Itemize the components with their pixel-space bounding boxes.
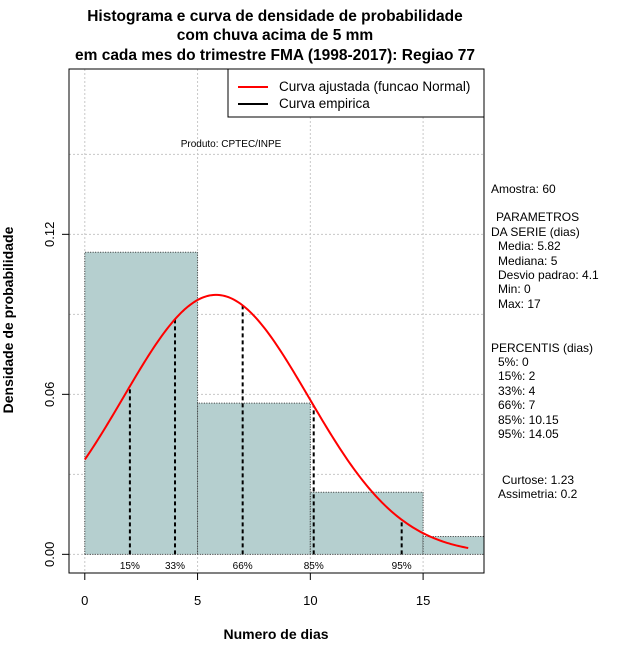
- legend-label-empirical: Curva empirica: [279, 96, 370, 111]
- x-tick-label-3: 15: [416, 593, 430, 608]
- histogram-bar-0: [84, 252, 198, 555]
- percentil-15: 15%: 2: [498, 369, 536, 383]
- histogram-bar-2: [310, 492, 424, 555]
- x-axis-title: Numero de dias: [223, 626, 328, 642]
- normal-curve-layer: [83, 293, 469, 550]
- percentile-label-95%: 95%: [392, 561, 412, 572]
- param-min: Min: 0: [498, 282, 531, 296]
- percentil-95: 95%: 14.05: [498, 427, 559, 441]
- percentile-label-85%: 85%: [304, 561, 324, 572]
- param-desvio: Desvio padrao: 4.1: [498, 268, 599, 282]
- param-media: Media: 5.82: [498, 239, 561, 253]
- percentile-lines: 15% 33% 66% 85% 95%: [84, 305, 484, 572]
- percentil-33: 33%: 4: [498, 384, 536, 398]
- normal-curve: [83, 293, 469, 550]
- chart-title-line-1: Histograma e curva de densidade de proba…: [87, 8, 463, 25]
- legend-box: [227, 68, 485, 118]
- x-tick-label-0: 0: [81, 593, 88, 608]
- curtose: Curtose: 1.23: [502, 473, 574, 487]
- chart-title-line-2: com chuva acima de 5 mm: [177, 27, 373, 44]
- percentil-85: 85%: 10.15: [498, 413, 559, 427]
- percentil-66: 66%: 7: [498, 398, 536, 412]
- x-tick-label-2: 10: [303, 593, 317, 608]
- y-tick-label-0: 0.00: [42, 542, 57, 567]
- y-axis: 0.00 0.06 0.12: [42, 222, 70, 567]
- histogram-bar-outline-2: [309, 491, 424, 555]
- legend-label-fitted: Curva ajustada (funcao Normal): [279, 79, 470, 94]
- params-header-2: DA SERIE (dias): [491, 225, 580, 239]
- y-tick-label-2: 0.12: [42, 222, 57, 247]
- histogram-bar-outline-3: [422, 535, 484, 555]
- sample-size: Amostra: 60: [491, 182, 556, 196]
- chart-title-line-3: em cada mes do trimestre FMA (1998-2017)…: [75, 47, 475, 64]
- histogram-bar-1: [197, 403, 311, 555]
- stats-panel: Amostra: 60 PARAMETROS DA SERIE (dias) M…: [491, 182, 599, 501]
- y-tick-label-1: 0.06: [42, 382, 57, 407]
- histogram-bars: [84, 251, 484, 555]
- legend: Curva ajustada (funcao Normal) Curva emp…: [227, 68, 485, 118]
- percentile-label-66%: 66%: [233, 561, 253, 572]
- param-max: Max: 17: [498, 297, 541, 311]
- assimetria: Assimetria: 0.2: [498, 487, 578, 501]
- percentil-5: 5%: 0: [498, 355, 529, 369]
- percentile-label-15%: 15%: [120, 561, 140, 572]
- product-annotation: Produto: CPTEC/INPE: [181, 139, 282, 150]
- x-axis: 0 5 10 15: [81, 572, 430, 608]
- histogram-bar-outline-1: [197, 402, 311, 555]
- percentis-header: PERCENTIS (dias): [491, 341, 593, 355]
- percentile-label-33%: 33%: [165, 561, 185, 572]
- x-tick-label-1: 5: [194, 593, 201, 608]
- y-axis-title: Densidade de probabilidade: [0, 226, 16, 413]
- params-header-1: PARAMETROS: [496, 210, 579, 224]
- param-mediana: Mediana: 5: [498, 254, 558, 268]
